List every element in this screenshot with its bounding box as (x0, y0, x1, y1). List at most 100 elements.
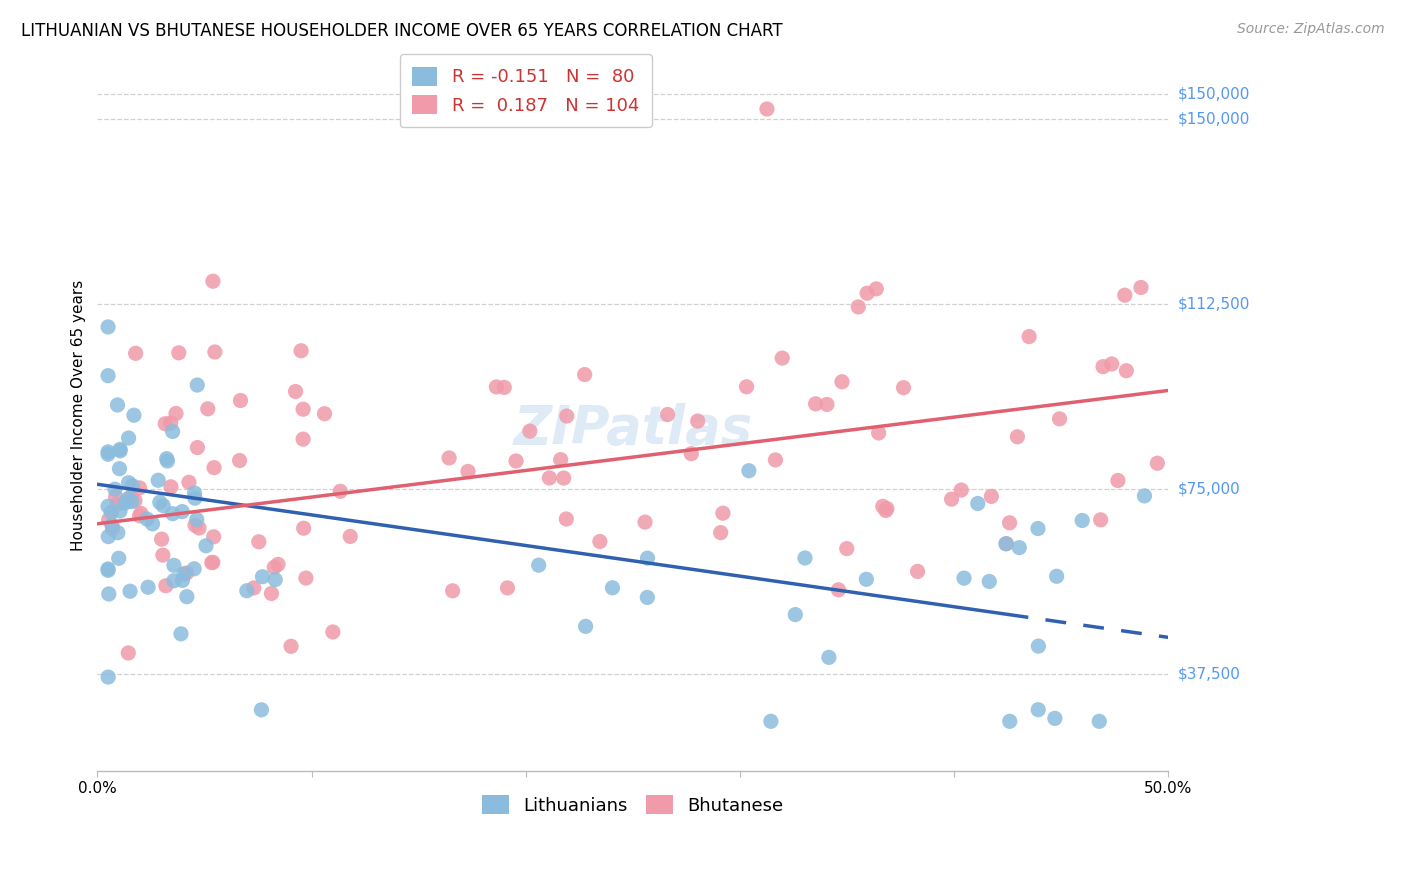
Point (267, 558, 290, 572)
Point (152, 499, 174, 513)
Point (172, 505, 194, 519)
Point (953, 571, 976, 585)
Point (97, 670, 120, 684)
Point (574, 368, 596, 382)
Point (804, 397, 827, 411)
Point (204, 345, 226, 359)
Point (186, 378, 208, 392)
Point (97, 500, 120, 514)
Point (314, 407, 336, 421)
Point (437, 450, 460, 465)
Point (329, 484, 352, 499)
Point (101, 522, 124, 536)
Point (759, 714, 782, 729)
Text: $75,000: $75,000 (1178, 482, 1240, 497)
Point (105, 497, 128, 511)
Point (441, 583, 464, 598)
Point (201, 556, 224, 570)
Point (966, 496, 988, 510)
Point (156, 451, 179, 466)
Point (159, 416, 181, 430)
Point (872, 500, 894, 514)
Point (735, 380, 758, 394)
Point (1026, 522, 1049, 536)
Point (149, 495, 172, 509)
Point (97, 445, 120, 459)
Point (177, 475, 200, 490)
Point (163, 558, 186, 573)
Point (186, 513, 208, 527)
Point (202, 530, 225, 544)
Point (146, 473, 169, 487)
Point (97, 320, 120, 334)
Text: LITHUANIAN VS BHUTANESE HOUSEHOLDER INCOME OVER 65 YEARS CORRELATION CHART: LITHUANIAN VS BHUTANESE HOUSEHOLDER INCO… (21, 22, 783, 40)
Point (636, 591, 658, 605)
Point (201, 555, 224, 569)
Point (184, 491, 207, 505)
Point (263, 560, 285, 574)
Point (1026, 703, 1049, 717)
Point (173, 566, 195, 581)
Point (1018, 329, 1040, 343)
Point (339, 529, 361, 543)
Point (589, 534, 612, 549)
Point (765, 453, 787, 467)
Point (284, 384, 307, 399)
Point (260, 586, 283, 600)
Point (1107, 474, 1129, 488)
Point (183, 486, 205, 500)
Point (1133, 489, 1156, 503)
Point (152, 548, 174, 562)
Point (188, 521, 211, 535)
Point (505, 454, 527, 468)
Point (172, 574, 194, 588)
Point (496, 581, 519, 595)
Point (1088, 714, 1111, 729)
Legend: Lithuanians, Bhutanese: Lithuanians, Bhutanese (471, 785, 794, 826)
Point (710, 525, 733, 540)
Point (117, 646, 139, 660)
Point (322, 624, 344, 639)
Point (136, 512, 159, 526)
Point (155, 579, 177, 593)
Point (1130, 280, 1153, 294)
Point (994, 537, 1017, 551)
Point (818, 650, 841, 665)
Point (194, 539, 217, 553)
Point (1049, 412, 1071, 426)
Point (108, 443, 131, 458)
Point (117, 492, 139, 507)
Point (875, 503, 897, 517)
Point (1043, 711, 1066, 725)
Point (1092, 359, 1115, 374)
Point (292, 432, 315, 446)
Point (1115, 364, 1137, 378)
Point (97, 587, 120, 601)
Point (150, 532, 173, 546)
Point (100, 506, 122, 520)
Point (107, 525, 129, 540)
Text: $150,000: $150,000 (1178, 112, 1250, 127)
Point (155, 417, 177, 431)
Point (770, 351, 793, 365)
Point (998, 714, 1021, 729)
Point (602, 581, 624, 595)
Point (950, 483, 973, 497)
Point (101, 518, 124, 533)
Point (162, 425, 184, 439)
Point (575, 619, 598, 633)
Text: Source: ZipAtlas.com: Source: ZipAtlas.com (1237, 22, 1385, 37)
Point (184, 518, 207, 533)
Point (846, 300, 869, 314)
Point (686, 414, 709, 428)
Point (527, 558, 550, 573)
Point (657, 408, 679, 422)
Text: ZIPatlas: ZIPatlas (513, 403, 752, 456)
Point (1071, 514, 1094, 528)
Point (107, 551, 129, 566)
Point (97, 563, 120, 577)
Point (995, 536, 1018, 550)
Point (163, 574, 186, 588)
Point (856, 286, 879, 301)
Point (236, 583, 259, 598)
